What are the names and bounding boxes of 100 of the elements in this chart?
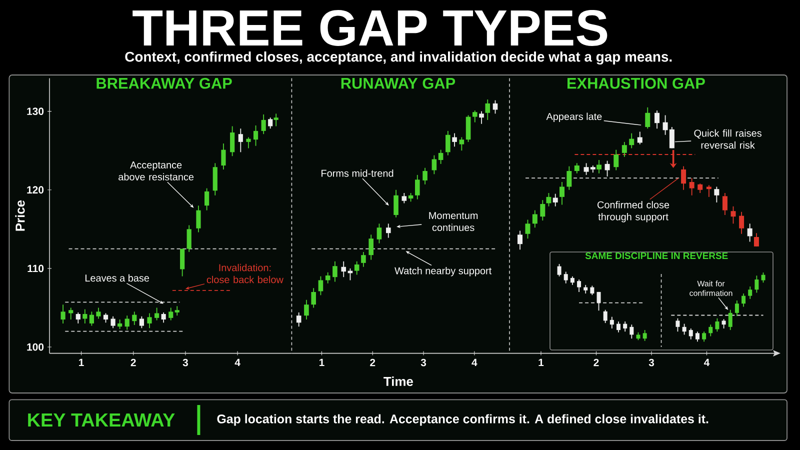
- candlestick: [139, 316, 144, 329]
- candlestick: [604, 160, 610, 177]
- candlestick: [645, 106, 650, 130]
- candlestick: [212, 162, 218, 196]
- x-tick-label: 3: [182, 358, 188, 366]
- candlestick: [274, 113, 278, 127]
- candlestick: [261, 114, 266, 135]
- candlestick: [518, 230, 523, 250]
- candlestick: [654, 110, 660, 130]
- candlestick: [577, 279, 582, 292]
- candlestick: [221, 143, 226, 170]
- candlestick: [682, 323, 686, 336]
- candlestick: [642, 330, 647, 342]
- candlestick: [630, 324, 634, 340]
- candlestick: [546, 192, 552, 207]
- candlestick: [422, 167, 428, 185]
- annotation: Acceptance above resistance: [118, 162, 194, 180]
- candlestick: [76, 312, 80, 324]
- candlestick: [702, 331, 706, 342]
- candlestick: [681, 166, 686, 190]
- candlestick: [754, 232, 759, 247]
- y-tick-label: 110: [28, 264, 44, 272]
- candlestick: [525, 219, 530, 240]
- candlestick: [459, 136, 464, 152]
- candlestick: [623, 321, 628, 332]
- x-tick-label: 3: [420, 358, 426, 366]
- candlestick: [332, 260, 338, 282]
- candlestick: [238, 128, 243, 153]
- candlestick: [552, 193, 558, 207]
- candlestick: [311, 288, 316, 308]
- candlestick: [304, 299, 309, 320]
- x-tick-label: 4: [704, 358, 710, 366]
- candlestick: [574, 162, 580, 174]
- candlestick: [698, 183, 703, 194]
- candlestick: [540, 200, 546, 221]
- text: Gap location starts the read. Acceptance confirms it. A defined close invalidates it.: [217, 414, 708, 426]
- text: THREE GAP TYPES: [132, 10, 608, 46]
- x-tick-label: 4: [234, 358, 240, 366]
- candlestick: [196, 205, 201, 233]
- x-axis-title: Time: [384, 376, 413, 386]
- annotation: Momentum continues: [429, 212, 478, 232]
- candlestick: [722, 318, 726, 329]
- candlestick: [714, 186, 720, 203]
- text: Context, confirmed closes, acceptance, and invalidation decide what a gap means.: [125, 51, 672, 65]
- candlestick: [230, 126, 235, 157]
- candlestick: [748, 286, 752, 300]
- candlestick: [438, 149, 444, 164]
- candlestick: [559, 182, 564, 206]
- candlestick: [596, 291, 601, 312]
- candlestick: [268, 117, 273, 130]
- y-tick-label: 130: [27, 108, 44, 116]
- candlestick: [747, 223, 752, 242]
- candlestick: [154, 307, 160, 321]
- annotation: Leaves a base: [85, 274, 150, 282]
- candlestick: [730, 206, 736, 224]
- candlestick: [596, 160, 602, 174]
- candlestick: [761, 272, 766, 284]
- candlestick: [394, 189, 398, 218]
- candlestick: [82, 308, 88, 324]
- chart-title: BREAKAWAY GAP: [96, 78, 232, 89]
- candlestick: [566, 166, 572, 190]
- candlestick: [132, 311, 137, 326]
- candlestick: [376, 223, 382, 244]
- candlestick: [715, 318, 720, 332]
- candlestick: [689, 178, 694, 196]
- candlestick: [479, 110, 484, 124]
- candlestick: [446, 130, 450, 156]
- candlestick: [614, 149, 619, 171]
- x-tick-label: 2: [130, 358, 136, 366]
- y-tick-label: 120: [27, 186, 44, 194]
- annotation: Confirmed close through support: [598, 201, 670, 222]
- y-tick-label: 100: [27, 343, 44, 351]
- candlestick: [161, 312, 166, 324]
- candlestick: [124, 315, 130, 330]
- candlestick: [168, 307, 174, 321]
- x-tick-label: 1: [319, 358, 324, 366]
- candlestick: [415, 174, 420, 200]
- candlestick: [532, 210, 538, 228]
- annotation: Appears late: [546, 112, 602, 122]
- candlestick: [452, 132, 457, 148]
- x-tick-label: 3: [648, 358, 654, 366]
- candlestick: [180, 248, 185, 277]
- candlestick: [485, 99, 490, 120]
- candlestick: [728, 309, 732, 330]
- annotation: Invalidation: close back below: [206, 264, 284, 284]
- candlestick: [432, 154, 437, 175]
- chart-title: SAME DISCIPLINE IN REVERSE: [585, 252, 728, 260]
- candlestick: [354, 260, 360, 276]
- candlestick: [688, 328, 693, 340]
- candlestick: [629, 132, 634, 149]
- candlestick: [89, 311, 94, 326]
- candlestick: [253, 124, 258, 146]
- candlestick: [557, 264, 562, 277]
- x-tick-label: 2: [594, 358, 599, 366]
- candlestick: [695, 331, 700, 342]
- annotation: Watch nearby support: [394, 266, 492, 276]
- candlestick: [610, 316, 614, 329]
- candlestick: [676, 318, 680, 332]
- candlestick: [103, 312, 108, 324]
- candlestick: [739, 211, 744, 234]
